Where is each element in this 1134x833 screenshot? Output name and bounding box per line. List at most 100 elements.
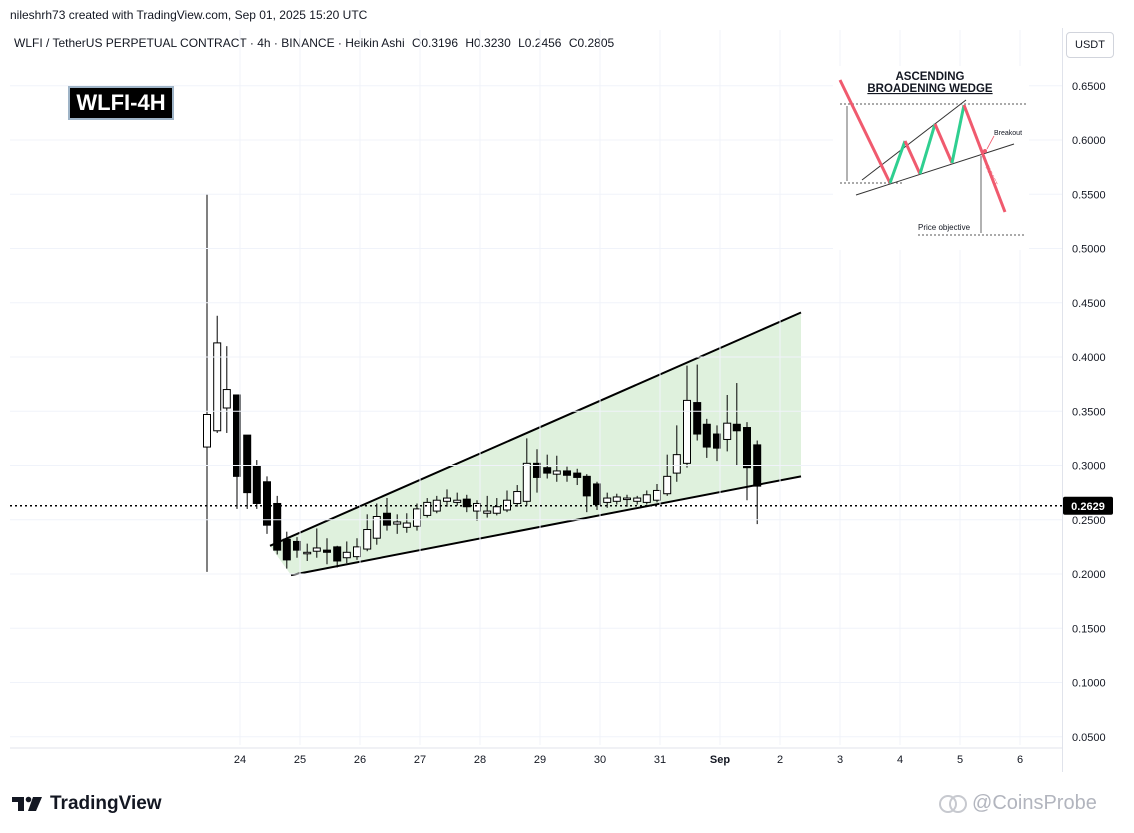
candle[interactable] bbox=[273, 495, 282, 555]
candle[interactable] bbox=[513, 485, 522, 507]
candle[interactable] bbox=[743, 422, 751, 501]
candle[interactable] bbox=[443, 489, 451, 507]
inset-title-line1: ASCENDING bbox=[895, 71, 964, 83]
candle-body bbox=[663, 475, 672, 495]
candle-body bbox=[402, 522, 411, 528]
separator: · bbox=[249, 36, 258, 50]
candle[interactable] bbox=[702, 418, 711, 458]
candle[interactable] bbox=[603, 492, 612, 508]
candle[interactable] bbox=[753, 440, 762, 525]
candle-body bbox=[633, 497, 642, 502]
x-tick-label: 24 bbox=[234, 754, 246, 766]
candle[interactable] bbox=[372, 503, 381, 545]
tradingview-brand[interactable]: TradingView bbox=[12, 793, 162, 815]
candle[interactable] bbox=[312, 528, 321, 558]
candle[interactable] bbox=[243, 434, 252, 509]
candle-body bbox=[563, 470, 571, 476]
candle-body bbox=[333, 546, 342, 562]
inset-red-swing-3 bbox=[933, 123, 954, 164]
y-tick-label: 0.4000 bbox=[1072, 352, 1106, 364]
candle-body bbox=[732, 423, 741, 432]
candle-body bbox=[642, 494, 651, 503]
candle[interactable] bbox=[723, 394, 732, 452]
candle-body bbox=[372, 515, 381, 539]
inset-breakout-label: Breakout bbox=[994, 130, 1022, 137]
candle[interactable] bbox=[633, 495, 642, 505]
candle-body bbox=[543, 467, 552, 474]
candle[interactable] bbox=[552, 455, 561, 482]
candle-body bbox=[323, 549, 331, 553]
inset-green-swing-2 bbox=[918, 123, 937, 175]
wedge-lower-trendline[interactable] bbox=[290, 475, 802, 577]
watermark-text: @CoinsProbe bbox=[972, 792, 1097, 814]
candle[interactable] bbox=[282, 531, 291, 569]
y-tick-label: 0.4500 bbox=[1072, 298, 1106, 310]
y-tick-label: 0.2500 bbox=[1072, 515, 1106, 527]
candle-body bbox=[593, 483, 601, 506]
candle-body bbox=[573, 472, 582, 478]
candle[interactable] bbox=[693, 364, 702, 441]
candle[interactable] bbox=[642, 490, 651, 505]
ohlc-open: O0.3196 bbox=[411, 36, 459, 50]
candle[interactable] bbox=[222, 346, 231, 433]
y-tick-label: 0.0500 bbox=[1072, 732, 1106, 744]
candle[interactable] bbox=[462, 494, 471, 513]
candle-body bbox=[252, 465, 261, 504]
y-tick-label: 0.5000 bbox=[1072, 244, 1106, 256]
candle[interactable] bbox=[663, 454, 672, 496]
y-tick-label: 0.3500 bbox=[1072, 406, 1106, 418]
candle[interactable] bbox=[522, 438, 531, 506]
candle[interactable] bbox=[492, 498, 501, 516]
candle[interactable] bbox=[483, 495, 492, 518]
candle-body bbox=[612, 496, 621, 502]
symbol-timeframe[interactable]: 4h bbox=[257, 36, 271, 50]
x-tick-label: 31 bbox=[654, 754, 666, 766]
currency-button[interactable]: USDT bbox=[1066, 32, 1114, 58]
y-tick-label: 0.1000 bbox=[1072, 678, 1106, 690]
candle-body bbox=[263, 481, 271, 526]
candle[interactable] bbox=[323, 538, 331, 565]
symbol-exchange: BINANCE bbox=[281, 36, 335, 50]
separator: · bbox=[273, 36, 282, 50]
candle[interactable] bbox=[672, 425, 681, 482]
ohlc-close: C0.2805 bbox=[568, 36, 615, 50]
x-tick-label: 4 bbox=[897, 754, 903, 766]
x-tick-label: 30 bbox=[594, 754, 606, 766]
y-tick-label: 0.5500 bbox=[1072, 189, 1106, 201]
candle[interactable] bbox=[402, 513, 411, 533]
candle-body bbox=[513, 491, 522, 504]
candle-body bbox=[243, 434, 252, 494]
candle[interactable] bbox=[423, 498, 432, 518]
candle[interactable] bbox=[252, 460, 261, 509]
candle[interactable] bbox=[683, 365, 691, 468]
candle-body bbox=[222, 389, 231, 409]
wedge-upper-trendline[interactable] bbox=[269, 311, 802, 547]
ohlc-high: H0.3230 bbox=[465, 36, 511, 50]
candle-body bbox=[312, 547, 321, 552]
candle[interactable] bbox=[203, 194, 211, 572]
pattern-inset-background bbox=[833, 66, 1029, 250]
inset-red-breakdown bbox=[962, 104, 1007, 213]
candle[interactable] bbox=[363, 514, 372, 552]
wedge-fill bbox=[270, 312, 801, 576]
inset-breakout-pointer bbox=[986, 135, 995, 150]
candle[interactable] bbox=[213, 315, 222, 433]
candle[interactable] bbox=[732, 383, 741, 466]
inset-red-swing-2 bbox=[903, 140, 922, 175]
candle[interactable] bbox=[573, 468, 582, 486]
candle[interactable] bbox=[623, 494, 631, 507]
candle[interactable] bbox=[453, 492, 462, 506]
candle[interactable] bbox=[303, 543, 312, 561]
candle[interactable] bbox=[383, 498, 391, 531]
candle[interactable] bbox=[393, 514, 402, 534]
candle[interactable] bbox=[333, 545, 342, 568]
symbol-pair[interactable]: WLFI / TetherUS PERPETUAL CONTRACT bbox=[14, 36, 247, 50]
candle[interactable] bbox=[612, 493, 621, 505]
candle[interactable] bbox=[342, 541, 351, 564]
candle[interactable] bbox=[543, 454, 552, 479]
y-tick-label: 0.6000 bbox=[1072, 135, 1106, 147]
candle[interactable] bbox=[563, 466, 571, 482]
candle[interactable] bbox=[233, 394, 241, 509]
inset-title-line2: BROADENING WEDGE bbox=[867, 83, 993, 95]
